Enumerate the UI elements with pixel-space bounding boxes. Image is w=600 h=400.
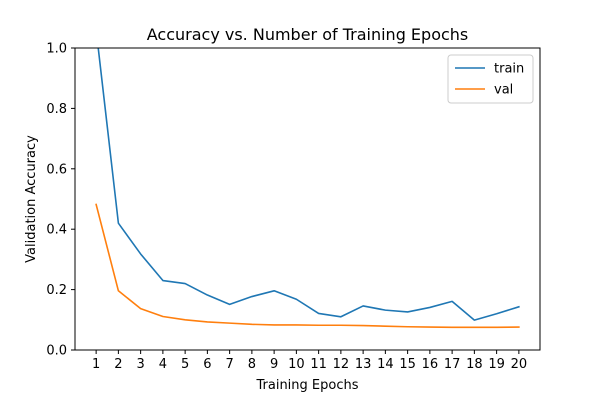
x-tick-label: 17 [444, 357, 461, 372]
x-tick-label: 11 [310, 357, 327, 372]
series-line-val [95, 203, 520, 329]
y-tick-label: 1.0 [46, 42, 67, 57]
y-tick-label: 0.2 [46, 283, 67, 298]
legend-frame [447, 54, 534, 104]
x-tick-label: 9 [270, 357, 278, 372]
chart-title: Accuracy vs. Number of Training Epochs [147, 25, 469, 44]
x-tick-label: 3 [136, 357, 144, 372]
x-tick-label: 6 [203, 357, 211, 372]
x-axis-label: Training Epochs [255, 378, 358, 393]
x-tick-label: 13 [355, 357, 372, 372]
x-axis-ticks: 1 2 3 4 5 6 7 8 9 10 11 12 13 14 15 16 17 18 19 20 [92, 350, 527, 372]
x-tick-label: 2 [114, 357, 122, 372]
x-tick-label: 10 [288, 357, 305, 372]
series-line-train [97, 48, 520, 321]
y-tick-label: 0.4 [46, 223, 67, 238]
legend-label-train: train [494, 62, 524, 77]
x-tick-label: 19 [488, 357, 505, 372]
x-tick-label: 4 [159, 357, 167, 372]
x-tick-label: 16 [422, 357, 439, 372]
x-tick-label: 18 [466, 357, 483, 372]
y-axis-ticks: 0.0 0.2 0.4 0.6 0.8 1.0 [46, 42, 75, 359]
legend: train val [447, 54, 534, 104]
y-axis-label: Validation Accuracy [24, 135, 39, 263]
x-tick-label: 8 [248, 357, 256, 372]
x-tick-label: 7 [225, 357, 233, 372]
x-tick-label: 5 [181, 357, 189, 372]
x-tick-label: 12 [333, 357, 350, 372]
y-tick-label: 0.6 [46, 162, 67, 177]
x-tick-label: 14 [377, 357, 394, 372]
y-tick-label: 0.0 [46, 344, 67, 359]
x-tick-label: 20 [511, 357, 528, 372]
x-tick-label: 15 [399, 357, 416, 372]
series-lines [95, 48, 520, 329]
plot-area-frame [74, 47, 541, 351]
y-tick-label: 0.8 [46, 102, 67, 117]
x-tick-label: 1 [92, 357, 100, 372]
legend-label-val: val [494, 83, 513, 98]
